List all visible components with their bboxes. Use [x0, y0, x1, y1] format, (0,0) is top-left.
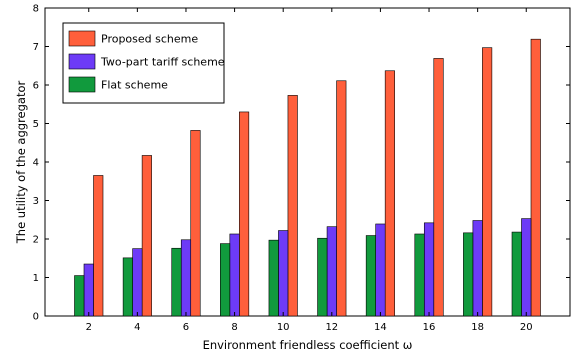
bar-flat-scheme-16: [414, 233, 425, 317]
legend: Proposed scheme Two-part tariff scheme Fla…: [62, 22, 225, 104]
x-tick-label: 12: [325, 322, 338, 333]
bar-two-part-tariff-scheme-4: [132, 248, 143, 317]
x-tick-label: 10: [277, 322, 290, 333]
bar-flat-scheme-4: [122, 257, 133, 317]
bar-proposed-scheme-20: [530, 38, 541, 317]
legend-swatch: [68, 30, 96, 47]
y-tick-label: 0: [33, 312, 39, 323]
bar-proposed-scheme-2: [93, 175, 104, 317]
y-tick-label: 6: [33, 81, 39, 92]
legend-entry: Two-part tariff scheme: [100, 56, 225, 69]
bar-two-part-tariff-scheme-8: [229, 233, 240, 317]
bar-flat-scheme-12: [317, 237, 328, 317]
bar-proposed-scheme-4: [141, 155, 152, 317]
x-tick-label: 16: [423, 322, 436, 333]
bar-proposed-scheme-18: [482, 47, 493, 317]
bar-two-part-tariff-scheme-12: [326, 226, 337, 317]
legend-entry: Proposed scheme: [101, 33, 198, 46]
y-tick-label: 3: [33, 196, 39, 207]
bar-flat-scheme-18: [463, 232, 474, 317]
y-tick-label: 8: [33, 4, 39, 15]
legend-swatch: [68, 53, 96, 70]
bar-two-part-tariff-scheme-14: [375, 223, 386, 317]
y-tick-label: 1: [33, 273, 39, 284]
legend-swatch: [68, 76, 96, 93]
y-tick-label: 7: [33, 42, 39, 53]
x-tick-label: 2: [86, 322, 92, 333]
y-tick-label: 5: [33, 119, 39, 130]
x-tick-label: 20: [520, 322, 533, 333]
bar-proposed-scheme-8: [239, 111, 250, 317]
x-tick-label: 8: [231, 322, 237, 333]
bar-two-part-tariff-scheme-6: [180, 239, 192, 317]
bar-flat-scheme-6: [171, 247, 182, 317]
x-axis-label: Environment friendless coefficient ω: [203, 338, 413, 352]
y-axis-label: The utility of the aggregator: [14, 80, 28, 244]
bar-flat-scheme-20: [511, 231, 522, 317]
bar-two-part-tariff-scheme-2: [83, 263, 94, 317]
y-tick-label: 2: [33, 235, 39, 246]
bar-two-part-tariff-scheme-18: [472, 220, 483, 317]
bar-proposed-scheme-12: [336, 80, 347, 317]
legend-entry: Flat scheme: [101, 79, 168, 92]
bar-flat-scheme-14: [365, 235, 376, 317]
bar-proposed-scheme-14: [384, 70, 395, 317]
x-tick-label: 18: [471, 322, 484, 333]
bar-flat-scheme-10: [268, 239, 279, 317]
x-tick-label: 6: [183, 322, 189, 333]
bar-flat-scheme-2: [74, 275, 85, 317]
bar-two-part-tariff-scheme-20: [521, 218, 532, 317]
bar-two-part-tariff-scheme-10: [278, 230, 289, 317]
bar-flat-scheme-8: [220, 243, 231, 317]
x-tick-label: 4: [134, 322, 140, 333]
bar-two-part-tariff-scheme-16: [423, 222, 435, 317]
y-tick-label: 4: [33, 158, 39, 169]
bar-proposed-scheme-16: [433, 58, 444, 317]
x-tick-label: 14: [374, 322, 387, 333]
bar-proposed-scheme-10: [287, 95, 298, 317]
bar-proposed-scheme-6: [190, 130, 201, 317]
